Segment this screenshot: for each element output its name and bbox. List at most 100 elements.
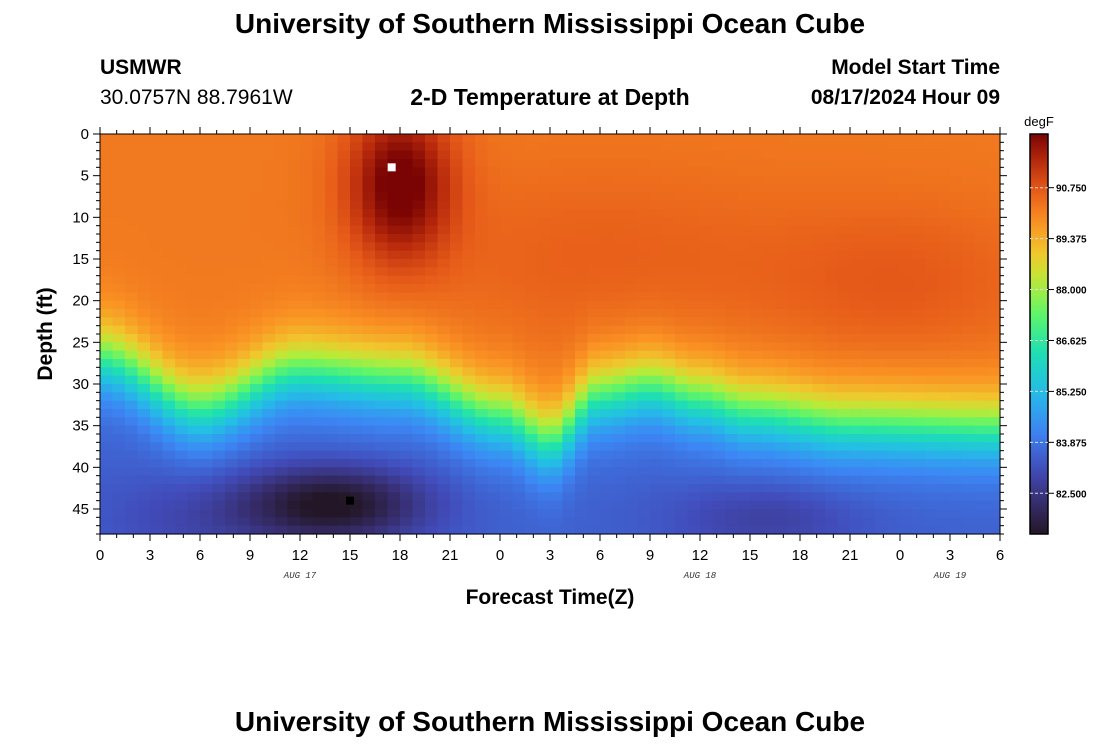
heatmap-cell [387, 367, 401, 377]
heatmap-cell [900, 300, 914, 310]
heatmap-cell [787, 150, 801, 160]
heatmap-cell [887, 392, 901, 402]
heatmap-cells [100, 134, 1001, 535]
heatmap-cell [762, 284, 776, 293]
heatmap-cell [250, 450, 264, 460]
heatmap-cell [425, 442, 439, 452]
heatmap-cell [775, 350, 789, 360]
heatmap-cell [475, 400, 489, 410]
heatmap-cell [462, 167, 476, 177]
heatmap-cell [975, 300, 989, 310]
heatmap-cell [700, 292, 714, 302]
heatmap-cell [275, 167, 289, 177]
heatmap-cell [850, 267, 864, 277]
heatmap-cell [950, 175, 964, 185]
heatmap-cell [637, 292, 651, 302]
heatmap-cell [850, 175, 864, 185]
heatmap-cell [362, 467, 376, 477]
heatmap-cell [912, 334, 926, 343]
heatmap-cell [775, 159, 789, 168]
heatmap-cell [562, 517, 576, 527]
x-tick-label: 3 [946, 547, 954, 564]
heatmap-cell [787, 392, 801, 402]
heatmap-cell [500, 250, 514, 260]
heatmap-cell [112, 517, 126, 527]
heatmap-cell [875, 367, 889, 377]
heatmap-cell [537, 475, 551, 485]
heatmap-cell [487, 234, 501, 243]
heatmap-cell [425, 192, 439, 202]
heatmap-cell [775, 284, 789, 293]
heatmap-cell [787, 375, 801, 385]
heatmap-cell [400, 467, 414, 477]
heatmap-cell [675, 259, 689, 268]
heatmap-cell [325, 409, 339, 418]
heatmap-cell [512, 475, 526, 485]
heatmap-cell [162, 417, 176, 427]
heatmap-cell [587, 192, 601, 202]
heatmap-cell [912, 400, 926, 410]
heatmap-cell [487, 200, 501, 210]
heatmap-cell [375, 342, 389, 352]
heatmap-cell [512, 350, 526, 360]
heatmap-cell [887, 242, 901, 252]
heatmap-cell [812, 259, 826, 268]
heatmap-cell [362, 409, 376, 418]
heatmap-cell [262, 350, 276, 360]
heatmap-cell [850, 134, 864, 143]
heatmap-cell [400, 409, 414, 418]
heatmap-cell [825, 492, 839, 502]
heatmap-cell [562, 350, 576, 360]
heatmap-cell [100, 434, 114, 443]
heatmap-cell [550, 250, 564, 260]
heatmap-cell [962, 392, 976, 402]
heatmap-cell [187, 159, 201, 168]
heatmap-cell [762, 317, 776, 327]
heatmap-cell [400, 459, 414, 468]
heatmap-cell [337, 250, 351, 260]
heatmap-cell [762, 217, 776, 227]
heatmap-cell [975, 342, 989, 352]
heatmap-cell [100, 192, 114, 202]
heatmap-cell [725, 434, 739, 443]
heatmap-cell [237, 150, 251, 160]
heatmap-cell [212, 159, 226, 168]
heatmap-cell [587, 434, 601, 443]
heatmap-cell [250, 192, 264, 202]
heatmap-cell [325, 509, 339, 518]
heatmap-cell [112, 225, 126, 235]
heatmap-cell [175, 284, 189, 293]
heatmap-cell [300, 450, 314, 460]
heatmap-cell [737, 509, 751, 518]
heatmap-cell [825, 367, 839, 377]
heatmap-cell [437, 492, 451, 502]
heatmap-cell [187, 459, 201, 468]
heatmap-cell [562, 159, 576, 168]
heatmap-cell [762, 500, 776, 510]
heatmap-cell [537, 375, 551, 385]
heatmap-cell [225, 442, 239, 452]
heatmap-cell [150, 492, 164, 502]
heatmap-cell [100, 250, 114, 260]
heatmap-cell [987, 459, 1001, 468]
heatmap-cell [637, 234, 651, 243]
heatmap-cell [312, 467, 326, 477]
heatmap-cell [650, 192, 664, 202]
heatmap-cell [775, 467, 789, 477]
heatmap-cell [950, 484, 964, 493]
heatmap-cell [187, 217, 201, 227]
heatmap-cell [775, 325, 789, 335]
heatmap-cell [875, 442, 889, 452]
heatmap-cell [462, 467, 476, 477]
heatmap-cell [400, 242, 414, 252]
heatmap-cell [725, 467, 739, 477]
heatmap-cell [162, 359, 176, 368]
heatmap-cell [300, 509, 314, 518]
heatmap-cell [175, 517, 189, 527]
heatmap-cell [337, 425, 351, 435]
heatmap-cell [162, 317, 176, 327]
heatmap-cell [225, 359, 239, 368]
heatmap-cell [850, 325, 864, 335]
heatmap-cell [912, 392, 926, 402]
heatmap-cell [687, 334, 701, 343]
